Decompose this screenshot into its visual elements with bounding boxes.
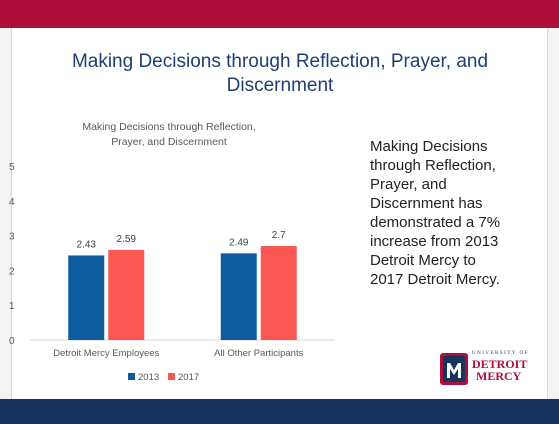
legend-label-2017: 2017 bbox=[178, 372, 199, 383]
bar-2013-0 bbox=[68, 255, 105, 340]
logo-detroit: DETROIT bbox=[472, 357, 528, 371]
slide-title: Making Decisions through Reflection, Pra… bbox=[30, 50, 530, 98]
frame-left bbox=[0, 28, 12, 399]
x-category-label: Detroit Mercy Employees bbox=[53, 348, 159, 359]
summary-line-6: increase from 2013 bbox=[370, 233, 499, 250]
y-tick-label: 4 bbox=[9, 197, 15, 208]
summary-line-8: 2017 Detroit Mercy. bbox=[370, 271, 500, 288]
data-label: 2.7 bbox=[272, 230, 286, 241]
y-tick-label: 2 bbox=[9, 266, 15, 277]
x-category-label: All Other Participants bbox=[214, 348, 303, 359]
data-label: 2.59 bbox=[117, 234, 137, 245]
bar-2017-1 bbox=[260, 246, 297, 340]
slide-title-line-1: Making Decisions through Reflection, Pra… bbox=[71, 51, 489, 72]
header-band bbox=[0, 0, 559, 28]
legend-swatch-2017 bbox=[168, 373, 175, 380]
frame-right bbox=[547, 28, 559, 399]
university-logo-icon bbox=[440, 353, 468, 385]
chart-title-line-1: Making Decisions through Reflection, bbox=[82, 121, 255, 133]
legend-label-2013: 2013 bbox=[138, 372, 159, 383]
bar-2013-1 bbox=[220, 253, 257, 340]
y-tick-label: 0 bbox=[9, 336, 15, 347]
bar-2017-0 bbox=[108, 249, 145, 340]
y-axis: 0 1 2 3 4 5 bbox=[9, 162, 15, 347]
university-logo: UNIVERSITY OF DETROIT MERCY bbox=[438, 351, 543, 387]
summary-text: Making Decisions through Reflection, Pra… bbox=[370, 137, 540, 289]
footer-band bbox=[0, 399, 559, 424]
summary-line-3: Prayer, and bbox=[370, 176, 447, 193]
summary-line-2: through Reflection, bbox=[370, 157, 496, 174]
summary-line-4: Discernment has bbox=[370, 195, 483, 212]
data-label: 2.49 bbox=[229, 237, 249, 248]
y-tick-label: 5 bbox=[9, 162, 15, 173]
summary-line-5: demonstrated a 7% bbox=[370, 214, 501, 231]
bars-group: 2.43 2.59 2.49 2.7 bbox=[68, 230, 297, 340]
slide-title-line-2: Discernment bbox=[226, 75, 334, 96]
summary-line-7: Detroit Mercy to bbox=[370, 252, 476, 269]
chart-legend: 2013 2017 bbox=[128, 372, 199, 383]
chart-title-line-2: Prayer, and Discernment bbox=[111, 136, 227, 148]
logo-university-of: UNIVERSITY OF bbox=[472, 351, 529, 356]
legend-swatch-2013 bbox=[128, 373, 135, 380]
bar-chart: Making Decisions through Reflection, Pra… bbox=[9, 121, 335, 383]
logo-mercy: MERCY bbox=[476, 369, 522, 383]
x-axis-labels: Detroit Mercy Employees All Other Partici… bbox=[53, 348, 303, 359]
data-label: 2.43 bbox=[77, 239, 97, 250]
y-tick-label: 1 bbox=[9, 301, 15, 312]
summary-line-1: Making Decisions bbox=[370, 138, 488, 155]
y-tick-label: 3 bbox=[9, 232, 15, 243]
